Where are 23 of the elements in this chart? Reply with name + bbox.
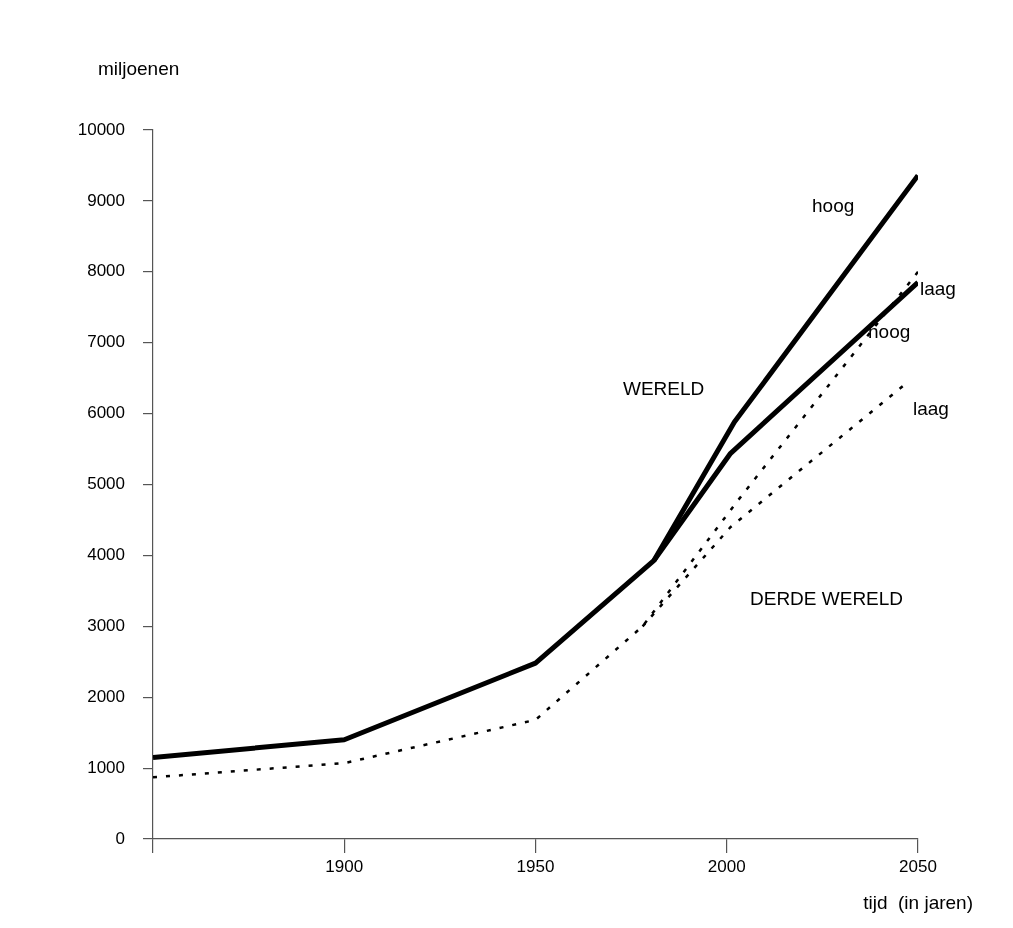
y-tick-label: 7000 bbox=[87, 332, 125, 352]
x-tick-label: 1900 bbox=[325, 856, 364, 876]
annotation: DERDE WERELD bbox=[750, 588, 904, 610]
y-tick-label: 4000 bbox=[87, 545, 125, 565]
text: laag bbox=[920, 278, 956, 300]
y-axis-title: miljoenen bbox=[98, 58, 180, 80]
annotation: WERELD bbox=[623, 378, 705, 400]
y-tick-label: 3000 bbox=[87, 615, 125, 635]
x-tick-label: 2000 bbox=[707, 856, 746, 876]
y-tick-label: 0 bbox=[115, 828, 125, 848]
x-tick-label: 2050 bbox=[899, 856, 937, 876]
y-tick-label: 5000 bbox=[87, 474, 125, 494]
x-axis-title: tijd (in jaren) bbox=[863, 892, 973, 914]
y-tick-label: 9000 bbox=[87, 190, 125, 210]
y-tick-label: 6000 bbox=[87, 403, 125, 423]
y-tick-label: 1000 bbox=[87, 757, 125, 777]
y-tick-label: 2000 bbox=[87, 686, 125, 706]
annotation: laag bbox=[913, 398, 949, 420]
annotation: hoog bbox=[812, 195, 855, 217]
y-tick-label: 8000 bbox=[87, 261, 125, 281]
annotation: hoog bbox=[868, 321, 911, 343]
y-tick-label: 10000 bbox=[77, 119, 125, 139]
x-tick-label: 1950 bbox=[516, 856, 555, 876]
